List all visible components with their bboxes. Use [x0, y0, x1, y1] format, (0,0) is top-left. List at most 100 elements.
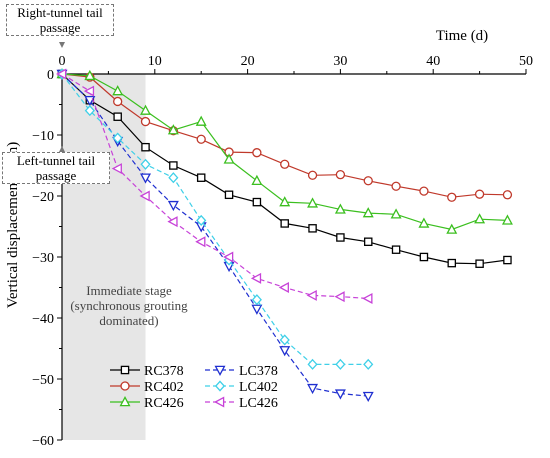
data-point-rc402: [502, 190, 513, 200]
data-point-rc378: [224, 190, 234, 200]
data-point-rc402: [196, 134, 206, 144]
data-point-rc378: [363, 237, 373, 246]
series-line-lc378: [61, 73, 369, 397]
data-point-rc378: [308, 224, 317, 233]
data-point-rc426: [251, 174, 263, 186]
y-tick-label: −10: [32, 129, 54, 144]
legend-marker-rc378: [120, 365, 130, 375]
x-tick-label: 20: [241, 54, 255, 69]
data-point-rc402: [113, 96, 123, 107]
left-tunnel-annotation: Left-tunnel tail passage: [2, 152, 110, 184]
data-point-rc378: [503, 255, 512, 265]
data-point-lc402: [335, 358, 346, 370]
data-point-lc378: [140, 173, 152, 184]
data-point-rc426: [362, 207, 374, 218]
legend-marker-lc426: [214, 396, 225, 408]
x-axis-label: Time (d): [436, 28, 488, 44]
data-point-rc402: [252, 148, 262, 158]
data-point-lc378: [279, 346, 291, 357]
data-point-lc378: [362, 391, 374, 403]
data-point-rc426: [474, 213, 486, 224]
data-point-rc426: [418, 217, 430, 228]
right-tunnel-line-1: Right-tunnel tail: [17, 5, 103, 20]
data-point-lc378: [307, 383, 319, 395]
series-rc426: [56, 68, 513, 234]
data-point-rc378: [336, 233, 345, 242]
legend-label-lc402: LC402: [239, 380, 278, 395]
data-point-rc402: [363, 176, 373, 186]
x-tick-label: 30: [333, 54, 347, 69]
data-point-lc378: [251, 304, 263, 315]
data-point-lc426: [83, 85, 95, 97]
data-point-rc426: [84, 69, 96, 81]
left-tunnel-arrow-icon: [59, 146, 65, 152]
data-point-rc402: [280, 159, 290, 169]
y-tick-label: −50: [32, 373, 54, 388]
data-point-rc426: [223, 153, 235, 164]
y-tick-label: −40: [32, 312, 54, 327]
data-point-lc426: [334, 291, 345, 303]
x-tick-label: 40: [426, 54, 440, 69]
data-point-rc426: [501, 214, 513, 225]
data-point-lc378: [167, 200, 179, 212]
x-tick-label: 10: [148, 54, 162, 69]
data-point-rc426: [279, 196, 291, 207]
data-point-lc402: [279, 334, 290, 346]
data-point-rc402: [474, 189, 485, 199]
legend-marker-lc402: [214, 380, 226, 392]
data-point-lc426: [223, 251, 234, 263]
series-group: [56, 68, 513, 403]
legend-label-rc378: RC378: [144, 364, 184, 379]
data-point-lc426: [195, 236, 206, 248]
data-point-lc402: [307, 358, 318, 370]
stage-annotation: Immediate stage (synchronous grouting do…: [64, 283, 194, 328]
right-tunnel-annotation: Right-tunnel tail passage: [6, 4, 114, 36]
x-tick-label: 50: [519, 54, 533, 69]
right-tunnel-arrow-icon: [59, 42, 65, 48]
data-point-lc402: [251, 294, 262, 306]
data-point-lc426: [111, 163, 122, 175]
data-point-lc426: [139, 190, 150, 202]
legend-label-rc402: RC402: [144, 380, 184, 395]
y-tick-label: −30: [32, 251, 54, 266]
y-tick-label: 0: [47, 68, 54, 83]
data-point-rc426: [390, 208, 402, 219]
data-point-lc402: [84, 105, 95, 117]
data-point-lc378: [334, 389, 346, 400]
data-point-rc402: [335, 169, 346, 180]
stage-line-3: dominated): [99, 313, 159, 328]
y-tick-label: −20: [32, 190, 54, 205]
data-point-rc378: [169, 161, 178, 170]
data-point-rc426: [167, 124, 179, 135]
data-point-rc378: [391, 245, 401, 254]
series-rc402: [57, 69, 513, 202]
right-tunnel-line-2: passage: [39, 20, 81, 35]
x-tick-label: 0: [59, 54, 66, 69]
data-point-lc402: [196, 214, 207, 226]
data-point-lc426: [250, 272, 262, 284]
legend-label-lc378: LC378: [239, 364, 278, 379]
left-tunnel-line-2: passage: [35, 168, 77, 183]
data-point-rc426: [140, 104, 152, 115]
data-point-rc402: [307, 170, 318, 180]
data-point-lc426: [56, 68, 67, 80]
data-point-rc378: [419, 252, 429, 262]
data-point-lc426: [167, 216, 178, 228]
data-point-rc378: [196, 173, 206, 182]
data-point-lc402: [140, 158, 151, 170]
data-point-lc426: [362, 292, 373, 304]
data-point-lc402: [363, 358, 374, 370]
data-point-lc426: [306, 289, 317, 301]
data-point-lc402: [168, 172, 179, 184]
data-point-rc378: [447, 258, 457, 268]
data-point-rc426: [334, 203, 346, 214]
data-point-rc402: [391, 181, 401, 191]
legend-marker-rc426: [119, 396, 131, 407]
immediate-stage-region: [62, 74, 146, 440]
series-lc426: [56, 68, 373, 304]
series-line-lc426: [61, 73, 369, 300]
stage-line-2: (synchronous grouting: [70, 298, 188, 313]
data-point-rc378: [141, 142, 150, 152]
